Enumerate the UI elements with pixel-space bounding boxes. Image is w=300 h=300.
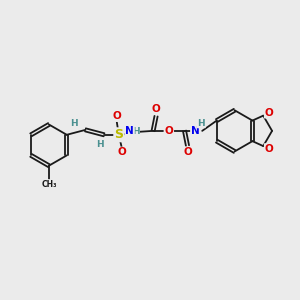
Text: O: O bbox=[152, 104, 161, 114]
Text: N: N bbox=[191, 126, 200, 136]
Text: O: O bbox=[183, 148, 192, 158]
Text: S: S bbox=[114, 128, 123, 141]
Text: O: O bbox=[112, 111, 121, 121]
Text: H: H bbox=[70, 118, 77, 127]
Text: H: H bbox=[96, 140, 104, 149]
Text: H: H bbox=[132, 127, 139, 136]
Text: O: O bbox=[164, 126, 173, 136]
Text: N: N bbox=[125, 126, 134, 136]
Text: O: O bbox=[265, 144, 274, 154]
Text: O: O bbox=[265, 108, 274, 118]
Text: CH₃: CH₃ bbox=[41, 180, 57, 189]
Text: O: O bbox=[117, 148, 126, 158]
Text: H: H bbox=[197, 118, 205, 127]
